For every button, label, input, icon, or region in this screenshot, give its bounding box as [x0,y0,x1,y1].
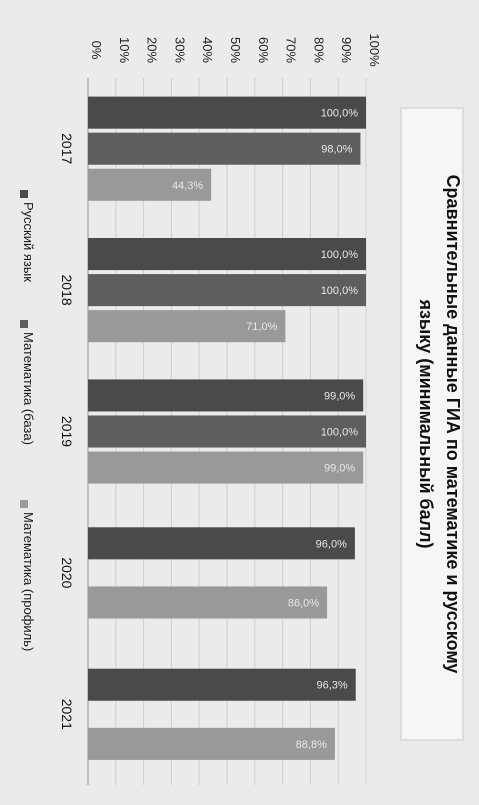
bar [88,274,366,307]
category-label: 2021 [59,699,75,730]
value-tick-label: 60% [256,37,271,63]
bar [88,96,366,129]
value-tick-label: 70% [284,37,299,63]
data-label: 96,3% [317,680,348,692]
bar [88,586,328,619]
value-tick-label: 100% [367,33,382,67]
bar [88,132,361,165]
bar [88,168,212,201]
category-label: 2020 [59,557,75,588]
data-label: 99,0% [324,463,355,475]
bar [88,415,366,448]
legend-label: Математика (база) [21,332,36,445]
value-tick-label: 30% [172,37,187,63]
bar [88,527,355,560]
data-label: 98,0% [321,144,352,156]
value-tick-label: 0% [89,41,104,60]
data-label: 44,3% [172,180,203,192]
data-label: 100,0% [321,108,359,120]
legend-label: Математика (профиль) [21,512,36,651]
plot-area: 0% 10% 20% 30% 40% 50% 60% 70% 80% 90% 100% 100,0% 9… [59,33,382,785]
data-label: 71,0% [246,321,277,333]
chart-title-line1: Сравнительные данные ГИА по математике и… [443,175,463,674]
value-tick-label: 50% [228,37,243,63]
bar [88,238,366,271]
data-label: 100,0% [321,427,359,439]
bar [88,379,364,412]
data-label: 100,0% [321,285,359,297]
category-label: 2019 [59,416,75,447]
category-label: 2018 [59,275,75,306]
data-label: 86,0% [288,597,319,609]
value-tick-label: 40% [200,37,215,63]
chart-title-line2: языку (минимальный балл) [416,298,436,548]
value-tick-label: 80% [311,37,326,63]
bar [88,451,364,484]
chart-title-box: Сравнительные данные ГИА по математике и… [400,107,464,741]
data-label: 96,0% [316,538,347,550]
legend-swatch [20,500,28,508]
category-label: 2017 [59,133,75,164]
bar [88,668,356,701]
value-tick-label: 20% [145,37,160,63]
value-tick-label: 10% [117,37,132,63]
bar [88,310,286,343]
bar [88,727,335,760]
data-label: 100,0% [321,249,359,261]
data-label: 99,0% [324,390,355,402]
legend-swatch [20,190,28,198]
value-tick-label: 90% [339,37,354,63]
legend: Русский язык Математика (база) Математика … [20,190,36,651]
legend-swatch [20,320,28,328]
data-label: 88,8% [296,739,327,751]
legend-label: Русский язык [21,202,36,282]
